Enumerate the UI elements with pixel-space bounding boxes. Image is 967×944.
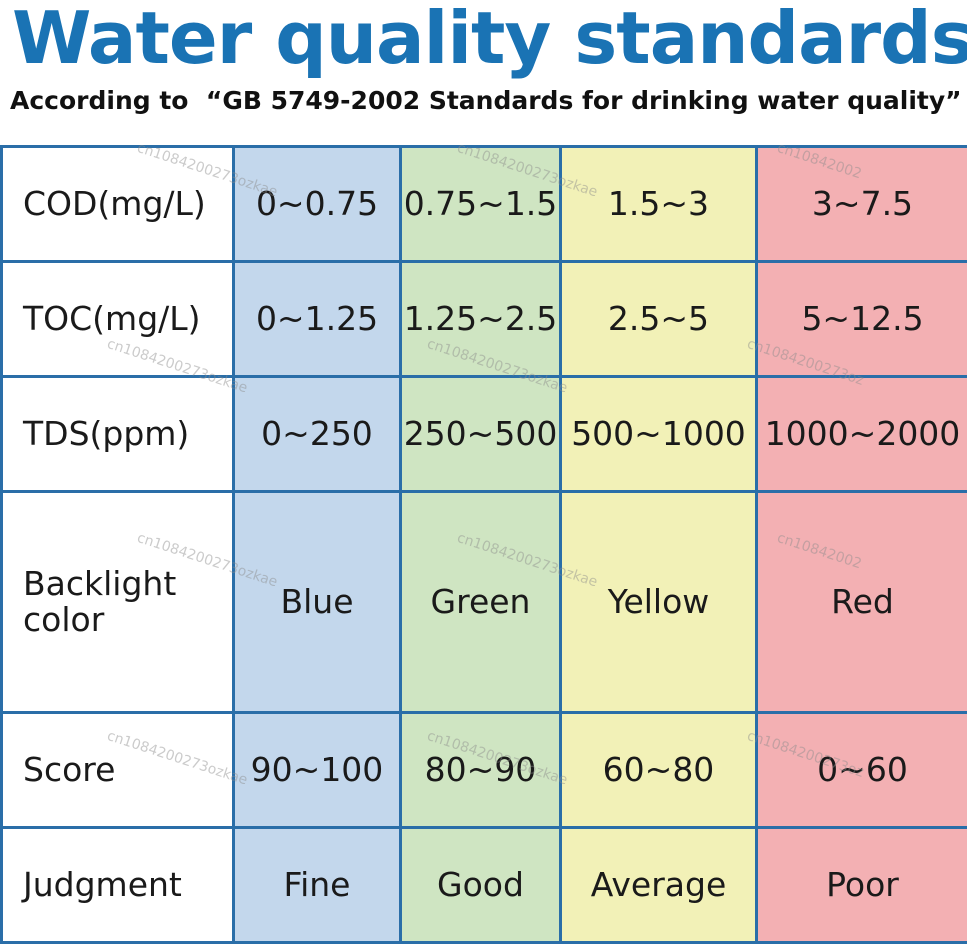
table-row-judgment: Judgment Fine Good Average Poor [0, 825, 967, 944]
water-quality-table: COD(mg/L) 0~0.75 0.75~1.5 1.5~3 3~7.5 TO… [0, 145, 967, 944]
row-label-judgment: Judgment [0, 825, 235, 944]
page-subtitle: According to “GB 5749-2002 Standards for… [10, 86, 962, 115]
row-label-cod: COD(mg/L) [0, 145, 235, 263]
cell-cod-red: 3~7.5 [755, 145, 967, 263]
table-row-toc: TOC(mg/L) 0~1.25 1.25~2.5 2.5~5 5~12.5 [0, 259, 967, 378]
cell-cod-green: 0.75~1.5 [399, 145, 562, 263]
cell-judgment-red: Poor [755, 825, 967, 944]
cell-backlight-red: Red [755, 489, 967, 715]
cell-judgment-blue: Fine [232, 825, 402, 944]
cell-score-green: 80~90 [399, 711, 562, 829]
cell-backlight-yellow: Yellow [559, 489, 758, 715]
cell-cod-blue: 0~0.75 [232, 145, 402, 263]
cell-tds-yellow: 500~1000 [559, 374, 758, 493]
cell-toc-blue: 0~1.25 [232, 259, 402, 378]
table-row-score: Score 90~100 80~90 60~80 0~60 [0, 711, 967, 829]
cell-judgment-yellow: Average [559, 825, 758, 944]
cell-toc-yellow: 2.5~5 [559, 259, 758, 378]
cell-cod-yellow: 1.5~3 [559, 145, 758, 263]
row-label-score: Score [0, 711, 235, 829]
row-label-backlight: Backlight color [0, 489, 235, 715]
cell-score-yellow: 60~80 [559, 711, 758, 829]
cell-toc-red: 5~12.5 [755, 259, 967, 378]
cell-toc-green: 1.25~2.5 [399, 259, 562, 378]
cell-tds-red: 1000~2000 [755, 374, 967, 493]
cell-tds-blue: 0~250 [232, 374, 402, 493]
table-row-tds: TDS(ppm) 0~250 250~500 500~1000 1000~200… [0, 374, 967, 493]
cell-tds-green: 250~500 [399, 374, 562, 493]
cell-score-red: 0~60 [755, 711, 967, 829]
table-row-backlight: Backlight color Blue Green Yellow Red [0, 489, 967, 715]
cell-judgment-green: Good [399, 825, 562, 944]
cell-backlight-green: Green [399, 489, 562, 715]
table-row-cod: COD(mg/L) 0~0.75 0.75~1.5 1.5~3 3~7.5 [0, 145, 967, 263]
row-label-toc: TOC(mg/L) [0, 259, 235, 378]
cell-backlight-blue: Blue [232, 489, 402, 715]
cell-score-blue: 90~100 [232, 711, 402, 829]
page-title: Water quality standards [12, 0, 967, 80]
row-label-tds: TDS(ppm) [0, 374, 235, 493]
